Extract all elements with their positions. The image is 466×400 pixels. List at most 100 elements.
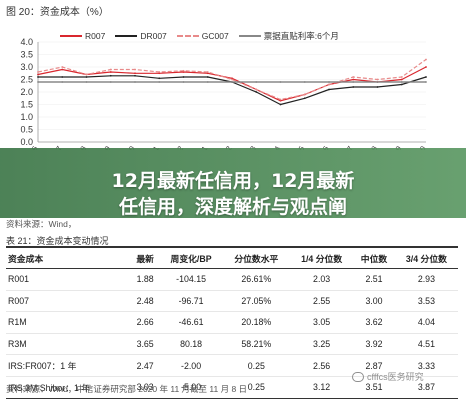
table-cell: 2.66 <box>130 311 160 334</box>
table-cell: 2.55 <box>290 290 354 313</box>
table-cell: 80.18 <box>159 333 223 356</box>
data-point <box>206 76 209 78</box>
data-point <box>158 72 161 75</box>
data-point <box>182 81 185 83</box>
data-point <box>352 81 355 83</box>
table-cell: -104.15 <box>159 268 223 291</box>
col-header-q1: 1/4 分位数 <box>290 246 354 269</box>
data-point <box>425 66 427 68</box>
y-tick-label: 2.0 <box>20 87 33 97</box>
data-point <box>303 81 306 83</box>
data-point <box>109 74 112 77</box>
headline-line-2: 任信用，深度解析与观点阐 <box>118 196 347 218</box>
col-header-name: 资金成本 <box>6 246 131 269</box>
table-cell: IRS:3M Shibor：1 年 <box>6 376 131 399</box>
table-cell: 3.25 <box>290 333 354 356</box>
data-point <box>109 71 112 73</box>
table-cell: 4.04 <box>394 311 458 334</box>
table-cell: 3.65 <box>130 333 160 356</box>
y-tick-label: 1.0 <box>20 112 33 122</box>
data-point <box>400 78 403 81</box>
legend-swatch-dr007 <box>115 35 138 37</box>
col-header-q3: 3/4 分位数 <box>394 246 458 269</box>
data-point <box>400 81 403 83</box>
table-cell: R1M <box>6 311 131 334</box>
y-tick-label: 1.5 <box>20 100 33 110</box>
legend-item-bill-rate: 票据直贴利率:6个月 <box>238 30 339 42</box>
data-point <box>61 66 64 68</box>
table-cell: 3.87 <box>394 376 458 399</box>
table-cell: 3.51 <box>353 376 395 399</box>
table-cell: R001 <box>6 268 131 291</box>
data-point <box>279 81 282 83</box>
table-cell: 2.47 <box>130 354 160 377</box>
y-tick-label: 2.5 <box>20 75 33 85</box>
data-point <box>109 81 112 83</box>
data-point <box>206 81 209 83</box>
table-cell: 2.03 <box>290 268 354 291</box>
table-cell: 0.25 <box>222 354 291 377</box>
table-cell: -2.00 <box>159 354 223 377</box>
table-cell: 1.88 <box>130 268 160 291</box>
legend-label-gc007: GC007 <box>201 31 229 41</box>
table-cell: 3.12 <box>290 376 354 399</box>
data-point <box>425 76 427 78</box>
data-point <box>85 76 88 78</box>
data-point <box>61 68 64 71</box>
watermark-text: cfffcs医务研究 <box>367 372 424 382</box>
data-point <box>279 103 282 106</box>
y-tick-label: 0.0 <box>20 137 33 147</box>
data-point <box>303 93 306 96</box>
data-point <box>182 69 185 72</box>
table-cell: 20.18% <box>222 311 291 334</box>
data-point <box>206 72 209 75</box>
legend-item-gc007: GC007 <box>176 31 229 41</box>
data-point <box>425 81 427 83</box>
data-point <box>158 81 161 83</box>
table-cell: IRS:FR007：1 年 <box>6 354 131 377</box>
data-point <box>85 81 88 83</box>
y-tick-label: 0.5 <box>20 125 33 135</box>
data-point <box>279 98 282 101</box>
table-cell: 2.56 <box>290 354 354 377</box>
table-row: R001 1.88 -104.15 26.61% 2.03 2.51 2.93 <box>6 268 458 291</box>
table-cell: 3.05 <box>290 311 354 334</box>
data-point <box>255 88 258 91</box>
data-point <box>134 74 136 77</box>
legend-label-dr007: DR007 <box>140 31 167 41</box>
data-point <box>182 76 185 78</box>
data-point <box>61 81 64 83</box>
table-cell: 2.87 <box>353 354 395 377</box>
legend-swatch-r007 <box>60 35 82 37</box>
legend-item-dr007: DR007 <box>115 31 167 41</box>
data-point <box>352 78 355 81</box>
chart-legend: R007 DR007 GC007 票据直贴利率:6个月 <box>60 30 339 42</box>
data-point <box>376 81 379 83</box>
table-cell: 26.61% <box>222 268 291 291</box>
data-point <box>158 77 161 80</box>
data-point <box>255 91 258 93</box>
funding-cost-table: 资金成本 最新 周变化/BP 分位数水平 1/4 分位数 中位数 3/4 分位数… <box>6 246 458 399</box>
table-source: 资料来源：Wind，中信证券研究部 2020 年 11 月截至 11 月 8 日 <box>6 384 248 394</box>
headline-text: 12月最新任信用，12月最新 任信用，深度解析与观点阐 <box>0 168 466 220</box>
data-point <box>352 76 355 78</box>
data-point <box>85 73 88 76</box>
legend-label-r007: R007 <box>85 31 106 41</box>
table-cell: R007 <box>6 290 131 313</box>
data-point <box>231 81 233 83</box>
data-point <box>425 58 427 61</box>
legend-label-bill-rate: 票据直贴利率:6个月 <box>263 31 339 41</box>
table-cell: 0.25 <box>222 376 291 399</box>
table-cell: 3.03 <box>130 376 160 399</box>
col-header-latest: 最新 <box>130 246 160 269</box>
data-point <box>303 97 306 100</box>
y-tick-label: 3.5 <box>20 50 33 60</box>
figure-source: 资料来源：Wind， <box>6 219 77 229</box>
series-line-gc007 <box>37 59 427 101</box>
data-point <box>231 78 233 81</box>
data-point <box>206 71 209 73</box>
table-row: R1M 2.66 -46.61 20.18% 3.05 3.62 4.04 <box>6 311 458 334</box>
table-cell: 4.51 <box>394 333 458 356</box>
headline-line-1: 12月最新任信用，12月最新 <box>111 170 355 192</box>
col-header-percentile: 分位数水平 <box>222 246 291 269</box>
